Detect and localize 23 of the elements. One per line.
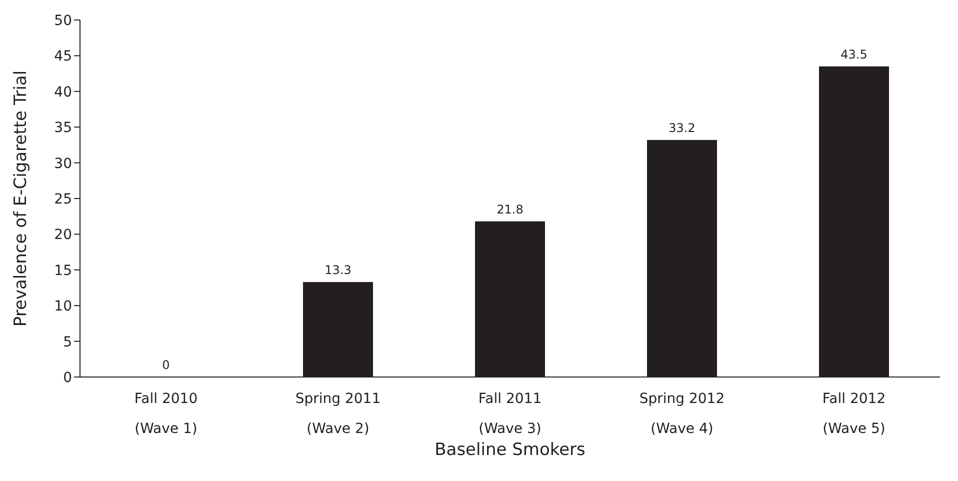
data-label: 0: [162, 358, 170, 372]
y-axis-title: Prevalence of E-Cigarette Trial: [11, 70, 32, 327]
y-tick-label: 25: [54, 191, 72, 208]
y-tick-label: 30: [54, 156, 72, 172]
x-tick-label: Fall 2011 (Wave 3): [478, 391, 542, 437]
x-tick-label: Fall 2010 (Wave 1): [134, 391, 198, 437]
y-tick-label: 35: [54, 120, 72, 136]
y-tick-label: 40: [54, 84, 72, 100]
data-label: 43.5: [840, 47, 868, 62]
x-tick-label: Spring 2012 (Wave 4): [639, 391, 725, 437]
data-label: 21.8: [496, 202, 524, 216]
data-label: 33.2: [668, 120, 696, 135]
x-tick-label: Fall 2012 (Wave 5): [822, 391, 886, 437]
y-tick-label: 20: [54, 227, 72, 244]
data-label: 13.3: [324, 263, 352, 278]
y-tick-label: 15: [54, 262, 72, 279]
x-tick-label: Spring 2011 (Wave 2): [295, 391, 381, 437]
y-tick-label: 10: [54, 298, 72, 315]
x-axis-title: Baseline Smokers: [434, 440, 586, 460]
y-tick-label: 45: [54, 48, 72, 65]
y-tick-label: 0: [63, 370, 72, 386]
y-tick-label: 50: [54, 12, 72, 29]
y-tick-label: 5: [63, 334, 72, 350]
